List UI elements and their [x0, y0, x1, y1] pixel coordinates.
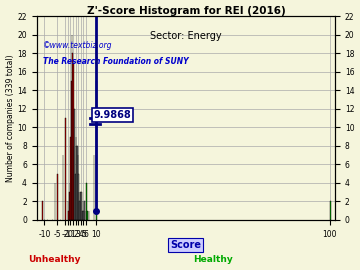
Bar [81, 192, 82, 220]
Bar [80, 192, 81, 220]
Bar [83, 201, 84, 220]
Bar [70, 183, 71, 220]
Title: Z'-Score Histogram for REI (2016): Z'-Score Histogram for REI (2016) [86, 6, 285, 16]
Text: Healthy: Healthy [193, 255, 233, 264]
Text: The Research Foundation of SUNY: The Research Foundation of SUNY [42, 57, 188, 66]
Bar [69, 192, 70, 220]
Bar [71, 81, 72, 220]
Text: 9.9868: 9.9868 [94, 110, 131, 120]
Bar [73, 63, 74, 220]
Bar [96, 81, 97, 220]
Text: ©www.textbiz.org: ©www.textbiz.org [42, 41, 112, 50]
Bar [72, 53, 73, 220]
Bar [76, 146, 77, 220]
Bar [84, 201, 85, 220]
Y-axis label: Number of companies (339 total): Number of companies (339 total) [5, 54, 14, 182]
Text: Sector: Energy: Sector: Energy [150, 31, 222, 40]
Text: Unhealthy: Unhealthy [28, 255, 81, 264]
Bar [75, 174, 76, 220]
Bar [68, 211, 69, 220]
Bar [78, 174, 79, 220]
X-axis label: Score: Score [170, 240, 201, 250]
Bar [77, 155, 78, 220]
Bar [79, 192, 80, 220]
Bar [87, 211, 88, 220]
Bar [65, 118, 66, 220]
Bar [74, 109, 75, 220]
Bar [82, 211, 83, 220]
Bar [86, 183, 87, 220]
